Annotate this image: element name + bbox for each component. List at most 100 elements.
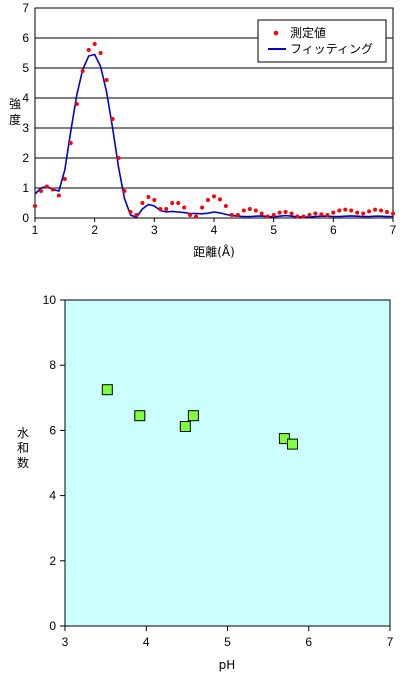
c2-ylabel-char-3: 数 <box>17 455 29 470</box>
c2-data-point <box>101 384 113 396</box>
c1-measured-point <box>116 156 121 160</box>
c1-legend-box <box>257 19 387 63</box>
c1-measured-point <box>265 214 270 219</box>
c1-xlabel: 距離(Å) <box>193 244 235 259</box>
c1-ytick-label-6: 6 <box>22 31 29 45</box>
c2-ytick-label-10: 10 <box>43 293 57 307</box>
c2-ytick-label-2: 2 <box>49 554 56 568</box>
c1-measured-point <box>176 201 181 205</box>
c1-xtick-label-7: 7 <box>390 223 397 237</box>
c1-measured-point <box>391 211 395 216</box>
c1-measured-point <box>104 78 109 82</box>
c1-legend-label-1: 測定値 <box>290 25 326 40</box>
c1-measured-point <box>128 210 133 214</box>
c1-measured-point <box>200 205 205 210</box>
c1-measured-point <box>33 204 37 208</box>
c1-measured-point <box>152 198 157 202</box>
c1-measured-point <box>44 184 49 189</box>
c1-measured-point <box>319 212 324 217</box>
c1-measured-point <box>247 207 252 211</box>
c1-ylabel-char-2: 度 <box>9 112 21 127</box>
c1-measured-point <box>223 204 228 208</box>
c2-ylabel-char-1: 水 <box>17 426 29 440</box>
c1-ytick-label-3: 3 <box>22 121 29 135</box>
c2-xtick-label-7: 7 <box>387 635 394 649</box>
c2-xlabel: pH <box>219 658 236 672</box>
c2-y-ticks: 0 2 4 6 8 10 <box>43 293 65 633</box>
c1-measured-point <box>331 210 336 215</box>
c1-measured-point <box>253 208 258 213</box>
c1-measured-point <box>325 213 330 217</box>
c1-legend-dot-marker <box>273 30 279 36</box>
c1-measured-point <box>343 207 348 212</box>
c1-xtick-label-3: 3 <box>151 223 158 237</box>
c1-ytick-label-4: 4 <box>22 91 29 105</box>
c2-data-point <box>287 438 298 450</box>
c2-xtick-label-6: 6 <box>305 635 312 649</box>
c1-measured-point <box>367 209 372 214</box>
c1-measured-point <box>80 69 85 73</box>
c1-measured-point <box>50 187 55 192</box>
hydration-scatter-chart: 0 2 4 6 8 10 3 4 5 6 7 水 和 数 pH <box>17 293 394 672</box>
c2-data-point <box>179 421 191 432</box>
c2-ylabel-char-2: 和 <box>17 441 29 455</box>
c1-measured-point <box>164 207 169 211</box>
c1-measured-point <box>158 207 163 211</box>
c1-xtick-label-4: 4 <box>211 223 218 237</box>
c1-measured-point <box>235 213 240 217</box>
c1-measured-point <box>355 210 360 215</box>
c1-grid <box>35 37 393 189</box>
c1-measured-point <box>313 211 318 216</box>
c2-xtick-label-3: 3 <box>62 635 69 649</box>
c1-measured-point <box>182 205 187 210</box>
c1-measured-point <box>134 213 139 217</box>
c1-measured-point <box>188 213 193 217</box>
c1-measured-point <box>337 208 342 213</box>
c1-measured-point <box>140 201 145 205</box>
c1-ytick-label-0: 0 <box>22 211 29 225</box>
c1-measured-point <box>212 194 216 199</box>
c1-measured-point <box>122 189 127 193</box>
c1-measured-point <box>110 117 115 121</box>
c1-measured-point <box>56 193 61 198</box>
c1-measured-point <box>229 213 234 217</box>
c1-legend-label-2: フィッティング <box>290 42 373 56</box>
c1-measured-point <box>259 211 264 216</box>
c1-measured-point <box>62 177 67 181</box>
c1-measured-point <box>385 210 389 214</box>
c1-measured-point <box>146 195 151 199</box>
c1-measured-point <box>301 214 306 219</box>
c1-measured-point <box>218 197 222 202</box>
c1-measured-point <box>295 214 300 219</box>
c1-measured-point <box>74 102 79 106</box>
c1-ytick-label-1: 1 <box>22 181 29 195</box>
c2-ytick-label-6: 6 <box>49 423 56 437</box>
c1-measured-point <box>289 211 294 216</box>
c1-legend: 測定値 フィッティング <box>257 19 387 63</box>
c1-measured-point <box>170 201 175 205</box>
c2-ytick-label-0: 0 <box>49 619 56 633</box>
c2-xtick-label-5: 5 <box>224 635 231 649</box>
c1-xtick-label-6: 6 <box>330 223 337 237</box>
c1-ytick-label-7: 7 <box>22 1 29 15</box>
c1-ytick-label-2: 2 <box>22 151 29 165</box>
c1-fitting-line <box>34 53 393 219</box>
c2-ytick-label-4: 4 <box>49 489 56 503</box>
c1-measured-point <box>271 213 276 217</box>
c2-plot-area <box>64 299 391 627</box>
c1-xtick-label-5: 5 <box>270 223 277 237</box>
c2-data-point <box>187 410 199 422</box>
c1-measured-point <box>277 210 282 215</box>
c2-data-point <box>134 410 146 422</box>
c1-measured-point <box>92 42 97 46</box>
c2-xtick-label-4: 4 <box>143 635 150 649</box>
c1-measured-point <box>194 214 199 219</box>
c1-measured-point <box>307 213 312 217</box>
c1-measured-point <box>379 208 384 213</box>
c1-xtick-label-1: 1 <box>32 223 39 237</box>
c1-measured-point <box>349 208 354 213</box>
c1-x-ticks: 1 2 3 4 5 6 7 <box>32 218 397 237</box>
c1-ytick-label-5: 5 <box>22 61 29 75</box>
c2-x-ticks: 3 4 5 6 7 <box>62 626 394 649</box>
